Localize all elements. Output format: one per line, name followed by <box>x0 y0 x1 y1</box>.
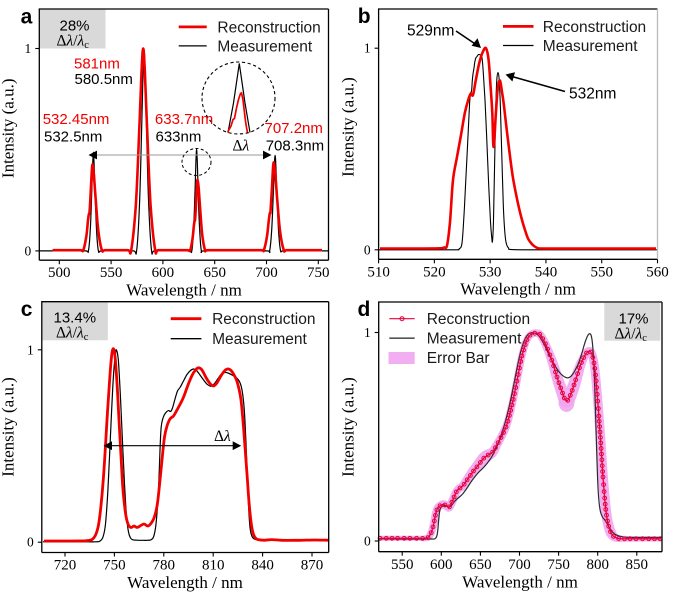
svg-text:d: d <box>358 298 371 321</box>
svg-text:580.5nm: 580.5nm <box>75 71 133 88</box>
svg-text:650: 650 <box>203 265 226 281</box>
svg-text:800: 800 <box>586 557 609 573</box>
svg-text:550: 550 <box>391 557 414 573</box>
svg-text:Reconstruction: Reconstruction <box>427 311 530 328</box>
svg-text:510: 510 <box>367 264 390 280</box>
svg-text:810: 810 <box>202 558 225 574</box>
svg-text:870: 870 <box>301 558 324 574</box>
svg-text:b: b <box>358 5 371 28</box>
svg-text:1: 1 <box>27 342 34 357</box>
svg-text:Reconstruction: Reconstruction <box>217 19 320 36</box>
svg-text:1: 1 <box>364 325 371 340</box>
svg-text:Δλ/λc: Δλ/λc <box>56 325 89 344</box>
svg-text:500: 500 <box>48 265 71 281</box>
svg-text:650: 650 <box>469 557 492 573</box>
svg-text:Intensity (a.u.): Intensity (a.u.) <box>0 377 18 477</box>
svg-text:707.2nm: 707.2nm <box>265 120 323 137</box>
svg-text:Wavelength / nm: Wavelength / nm <box>462 573 578 592</box>
svg-text:Measurement: Measurement <box>212 331 307 348</box>
svg-text:750: 750 <box>103 558 126 574</box>
svg-text:a: a <box>21 5 33 28</box>
svg-text:520: 520 <box>423 264 446 280</box>
svg-text:700: 700 <box>255 265 278 281</box>
svg-text:529nm: 529nm <box>407 23 454 40</box>
svg-text:633.7nm: 633.7nm <box>155 111 213 128</box>
svg-text:Intensity (a.u.): Intensity (a.u.) <box>0 78 18 178</box>
svg-text:560: 560 <box>646 264 669 280</box>
svg-text:Δλ: Δλ <box>233 138 250 155</box>
svg-text:0: 0 <box>364 242 371 257</box>
svg-text:532.5nm: 532.5nm <box>44 129 102 146</box>
svg-text:0: 0 <box>27 535 34 550</box>
svg-text:550: 550 <box>100 265 123 281</box>
svg-text:Wavelength / nm: Wavelength / nm <box>126 281 242 300</box>
svg-text:Measurement: Measurement <box>427 331 522 348</box>
svg-text:Δλ: Δλ <box>214 428 231 445</box>
svg-text:600: 600 <box>430 557 453 573</box>
svg-text:532nm: 532nm <box>569 86 616 103</box>
svg-text:850: 850 <box>626 557 649 573</box>
svg-text:0: 0 <box>25 243 32 258</box>
svg-text:0: 0 <box>364 534 371 549</box>
svg-text:Intensity (a.u.): Intensity (a.u.) <box>338 377 357 477</box>
svg-text:Measurement: Measurement <box>543 38 638 55</box>
svg-text:700: 700 <box>508 557 531 573</box>
svg-text:600: 600 <box>152 265 175 281</box>
svg-text:708.3nm: 708.3nm <box>266 138 324 155</box>
svg-text:540: 540 <box>535 264 558 280</box>
svg-text:Reconstruction: Reconstruction <box>212 311 315 328</box>
svg-text:750: 750 <box>547 557 570 573</box>
svg-text:28%: 28% <box>60 18 90 35</box>
svg-text:840: 840 <box>251 558 274 574</box>
svg-text:750: 750 <box>307 265 330 281</box>
svg-text:13.4%: 13.4% <box>54 310 97 327</box>
svg-text:550: 550 <box>590 264 613 280</box>
svg-text:1: 1 <box>25 41 32 56</box>
svg-text:Wavelength / nm: Wavelength / nm <box>127 573 243 592</box>
svg-text:Reconstruction: Reconstruction <box>543 19 646 36</box>
svg-text:Δλ/λc: Δλ/λc <box>57 33 90 52</box>
svg-text:Measurement: Measurement <box>217 38 312 55</box>
svg-text:c: c <box>21 298 33 321</box>
svg-text:17%: 17% <box>619 311 649 328</box>
svg-text:Δλ/λc: Δλ/λc <box>615 326 648 345</box>
svg-text:581nm: 581nm <box>74 56 120 73</box>
svg-text:Intensity (a.u.): Intensity (a.u.) <box>338 77 357 177</box>
svg-text:532.45nm: 532.45nm <box>43 111 110 128</box>
svg-text:1: 1 <box>364 41 371 56</box>
svg-text:Wavelength / nm: Wavelength / nm <box>460 280 576 299</box>
svg-text:Error Bar: Error Bar <box>427 350 490 367</box>
svg-text:633nm: 633nm <box>156 129 202 146</box>
svg-text:780: 780 <box>153 558 176 574</box>
svg-text:720: 720 <box>54 558 77 574</box>
svg-text:530: 530 <box>479 264 502 280</box>
